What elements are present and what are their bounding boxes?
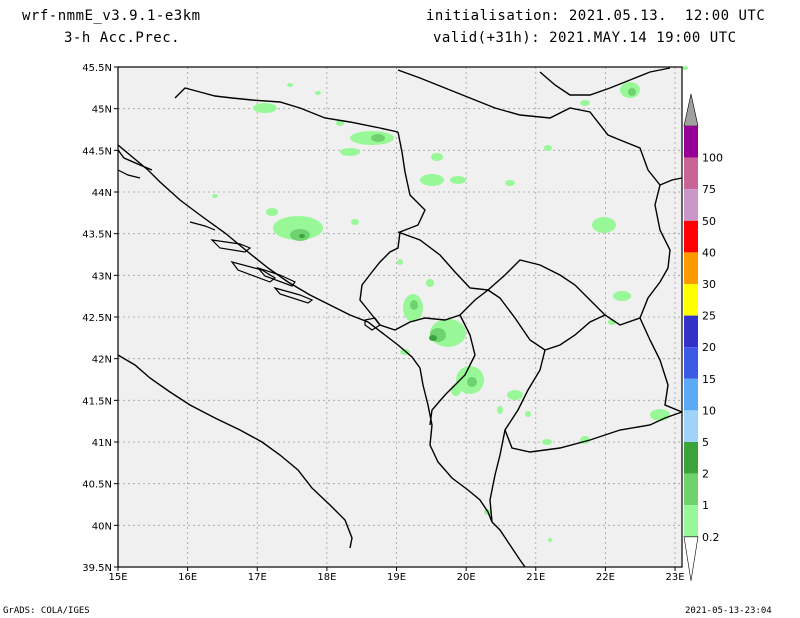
- lat-label: 40N: [92, 521, 112, 532]
- colorbar-label: 100: [702, 152, 723, 165]
- lon-label: 15E: [108, 572, 127, 583]
- istria-coast: [117, 149, 153, 171]
- lat-label: 43.5N: [82, 230, 112, 241]
- lat-label: 41N: [92, 438, 112, 449]
- albania-east-border: [429, 314, 476, 426]
- coastlines-and-borders: [117, 67, 683, 568]
- italian-coast: [117, 354, 353, 549]
- lat-label: 44.5N: [82, 146, 112, 157]
- lat-label: 43N: [92, 271, 112, 282]
- colorbar-swatch: [684, 126, 698, 158]
- montenegro-serbia-border: [397, 231, 641, 326]
- model-title: wrf-nmmE_v3.9.1-e3km: [22, 8, 201, 24]
- colorbar-label: 5: [702, 436, 709, 449]
- colorbar-swatch: [684, 157, 698, 190]
- colorbar-swatch: [684, 505, 698, 537]
- macedonia-border: [504, 349, 683, 453]
- colorbar-top-arrow: [683, 93, 699, 127]
- colorbar-swatch: [684, 252, 698, 284]
- lat-label: 42N: [92, 355, 112, 366]
- lon-label: 20E: [457, 572, 476, 583]
- bulgaria-west-border: [639, 317, 683, 413]
- colorbar-label: 20: [702, 341, 716, 354]
- colorbar-swatch: [684, 284, 698, 316]
- lat-label: 42.5N: [82, 313, 112, 324]
- colorbar-bottom-arrow: [683, 536, 699, 581]
- lon-label: 18E: [317, 572, 336, 583]
- hungary-border: [539, 67, 671, 96]
- colorbar-label: 40: [702, 246, 716, 259]
- adriatic-coast-east: [117, 144, 421, 369]
- map-axes: 15E 16E 17E 18E 19E 20E 21E 22E 23E 45.5N 45N 44.5N…: [82, 63, 684, 583]
- colorbar-swatch: [684, 410, 698, 442]
- croatia-north-border: [174, 87, 399, 133]
- bulgaria-north: [659, 177, 683, 186]
- lat-label: 41.5N: [82, 396, 112, 407]
- lon-label: 19E: [387, 572, 406, 583]
- serbia-border-north: [397, 69, 649, 171]
- colorbar-swatch: [684, 442, 698, 474]
- lat-label: 44N: [92, 188, 112, 199]
- colorbar-swatch: [684, 347, 698, 379]
- colorbar-label: 75: [702, 183, 716, 196]
- colorbar-label: 15: [702, 373, 716, 386]
- colorbar-swatch: [684, 220, 698, 253]
- precip-patches-dark: [299, 234, 437, 341]
- colorbar-label: 1: [702, 499, 709, 512]
- colorbar-swatch: [684, 473, 698, 506]
- greek-coast-west: [491, 521, 526, 568]
- greece-north-border: [489, 429, 506, 523]
- lat-label: 45.5N: [82, 63, 112, 74]
- colorbar-label: 0.2: [702, 531, 720, 544]
- colorbar-swatch: [684, 315, 698, 348]
- lon-label: 23E: [666, 572, 685, 583]
- bosnia-east-border: [359, 131, 426, 311]
- albania-coast: [419, 367, 493, 523]
- islands: [117, 169, 381, 331]
- lat-label: 40.5N: [82, 480, 112, 491]
- software-credit: GrADS: COLA/IGES: [3, 606, 90, 616]
- lat-label: 45N: [92, 105, 112, 116]
- lon-label: 22E: [596, 572, 615, 583]
- render-timestamp: 2021-05-13-23:04: [685, 606, 772, 616]
- lon-label: 16E: [178, 572, 197, 583]
- colorbar-label: 50: [702, 215, 716, 228]
- field-title: 3-h Acc.Prec.: [64, 30, 181, 46]
- lon-label: 17E: [248, 572, 267, 583]
- colorbar-label: 2: [702, 468, 709, 481]
- colorbar-label: 30: [702, 278, 716, 291]
- valid-time: valid(+31h): 2021.MAY.14 19:00 UTC: [433, 30, 737, 46]
- lat-label: 39.5N: [82, 563, 112, 574]
- colorbar-swatch: [684, 378, 698, 411]
- colorbar-label: 10: [702, 404, 716, 417]
- lon-label: 21E: [526, 572, 545, 583]
- initialisation-time: initialisation: 2021.05.13. 12:00 UTC: [426, 8, 766, 24]
- colorbar-swatch: [684, 189, 698, 221]
- albania-montenegro-border: [367, 289, 489, 331]
- colorbar-label: 25: [702, 310, 716, 323]
- serbia-bulgaria-border: [639, 169, 671, 319]
